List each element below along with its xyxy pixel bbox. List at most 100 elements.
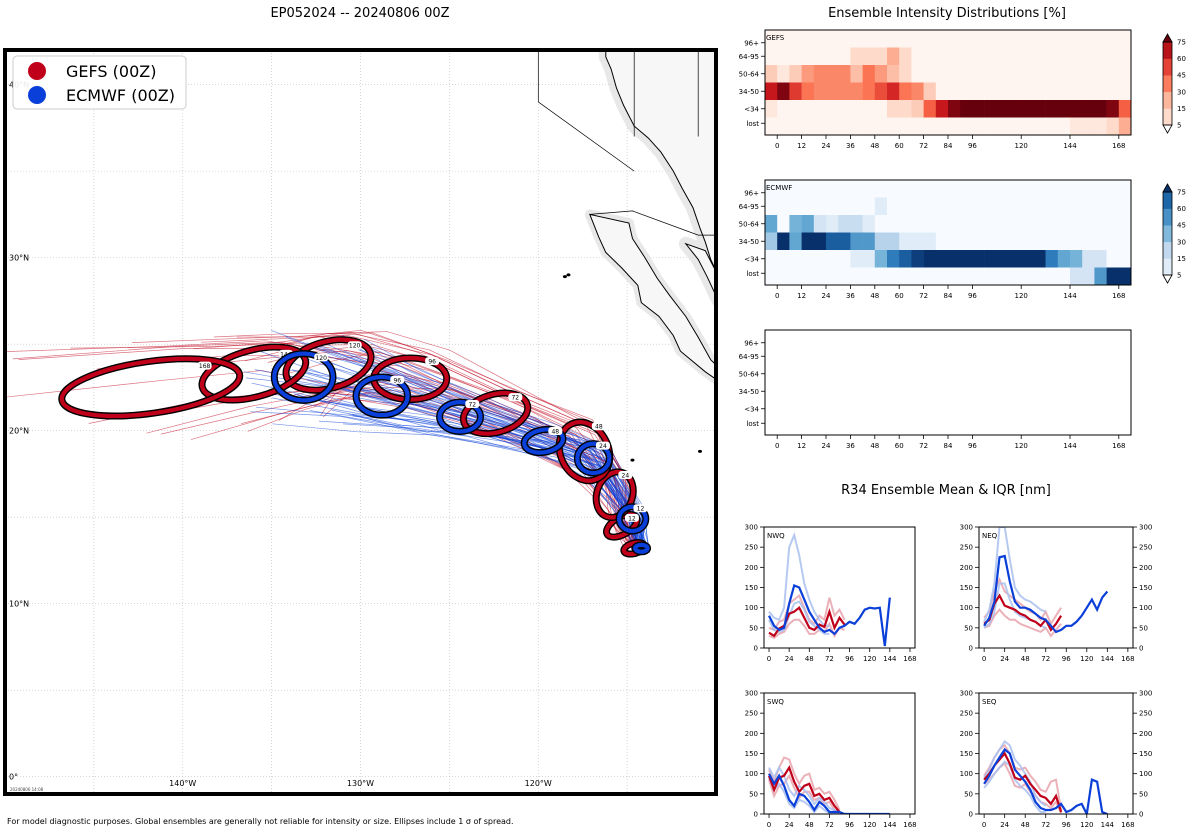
ellipse-hour-label: 12 [628,515,636,522]
heatmap-cell [801,232,815,251]
col-label: 24 [822,442,831,450]
col-label: 72 [919,442,928,450]
heatmap-cell [1009,232,1022,251]
heatmap-cell [826,65,839,83]
heatmap-cell [1082,30,1095,48]
y-tick-label: 150 [745,584,758,592]
state-border [537,50,635,172]
heatmap-cell [765,250,778,268]
lat-label: 10°N [9,600,29,609]
colorbar-frame [1162,41,1173,126]
gefs-ellipse-48h [557,420,612,483]
heatmap-cell [1045,197,1059,216]
row-label: 34-50 [739,88,759,96]
heatmap-cell [923,65,937,83]
heatmap-cell [789,82,802,101]
heatmap-cell [765,47,778,66]
col-label: 144 [1063,292,1077,300]
y-tick-label: 0 [1139,645,1143,653]
col-label: 36 [846,292,855,300]
heatmap-cell [911,180,924,198]
ellipse-label-bg [314,353,329,362]
heatmap-cell [1009,180,1022,198]
heatmap-cell [1070,250,1083,268]
heatmap-cell [874,250,888,268]
island [630,458,635,462]
heatmap-cell [801,82,815,101]
heatmap-cell [1057,267,1071,286]
heatmap-cell [948,180,961,198]
heatmap-cell [1070,215,1083,233]
x-tick-label: 0 [982,821,986,829]
heatmap-cell [862,82,876,101]
r34-line-ecmwf-mean [768,773,890,814]
heatmap-cell [972,30,985,48]
heatmap-cell [874,197,888,216]
heatmap-cell [1033,65,1046,83]
heatmap-cell [1106,267,1120,286]
heatmap-cell [789,215,802,233]
heatmap-cell [1057,82,1071,101]
col-label: 0 [775,292,779,300]
y-tick-label: 250 [745,710,758,718]
heatmap-cell [838,117,851,136]
x-tick-label: 72 [1041,655,1050,663]
heatmap-cell [1118,47,1132,66]
heatmap-cell [874,47,888,66]
x-tick-label: 144 [1101,655,1115,663]
y-tick-label-left: 50 [964,790,973,798]
heatmap-cell [1057,117,1071,136]
heatmap-cell [1009,47,1022,66]
heatmap-cell [923,197,937,216]
heatmap-cell [813,100,827,118]
heatmap-cell [801,215,815,233]
heatmap-cell [996,47,1010,66]
heatmap-cell [1118,267,1132,286]
heatmap-cell [1033,215,1046,233]
row-label: <34 [744,405,759,413]
y-tick-label: 200 [745,730,758,738]
heatmap-cell [948,117,961,136]
heatmap-cell [1082,180,1095,198]
gefs-ellipse-144h [199,345,308,403]
heatmap-cell [1082,197,1095,216]
heatmap-cell [1106,100,1120,118]
heatmap-cell [1057,197,1071,216]
heatmap-cell [813,267,827,286]
heatmap-cell [1009,117,1022,136]
heatmap-cell [899,267,912,286]
heatmap-cell [923,232,937,251]
map-landmass [537,50,716,462]
colorbar-label: 15 [1177,255,1186,263]
heatmap-cell [911,267,924,286]
heatmap-cell [1057,30,1071,48]
heatmap-cell [960,47,973,66]
y-tick-label: 300 [1139,690,1152,698]
heatmap-cell [1118,250,1132,268]
ellipse-label-bg [390,375,405,384]
ellipse-label-bg [347,341,362,350]
heatmap-cell [850,232,863,251]
r34-panel-neq: NEQ 0 24 48 72 96 120 144 168 0 50 100 150 200 250 300 0… [960,524,1153,664]
heatmap-cell [826,197,839,216]
heatmap-cell [1106,180,1120,198]
intensity-heatmaps: GEFS 96+ 64-95 50-64 34-50 <34 lost 0 12 24 36 48 60… [739,29,1186,450]
heatmap-cell [887,197,900,216]
heatmap-cell [996,180,1010,198]
x-tick-label: 48 [1021,821,1030,829]
ellipse-label-bg [197,361,212,370]
heatmap-cell [777,65,790,83]
heatmap-cell [948,197,961,216]
r34-panel-nwq: NWQ 0 24 48 72 96 120 144 168 0 50 100 150 200 250 300 [745,524,917,664]
heatmap-cell [1045,82,1059,101]
y-tick-label: 200 [1139,730,1152,738]
legend-ecmwf-marker [28,86,46,104]
heatmap-cell [777,250,790,268]
heatmap-cell [948,232,961,251]
heatmap-cell [874,267,888,286]
heatmap-cell [1033,250,1046,268]
panel-label: NEQ [982,532,998,540]
x-tick-label: 48 [805,821,814,829]
